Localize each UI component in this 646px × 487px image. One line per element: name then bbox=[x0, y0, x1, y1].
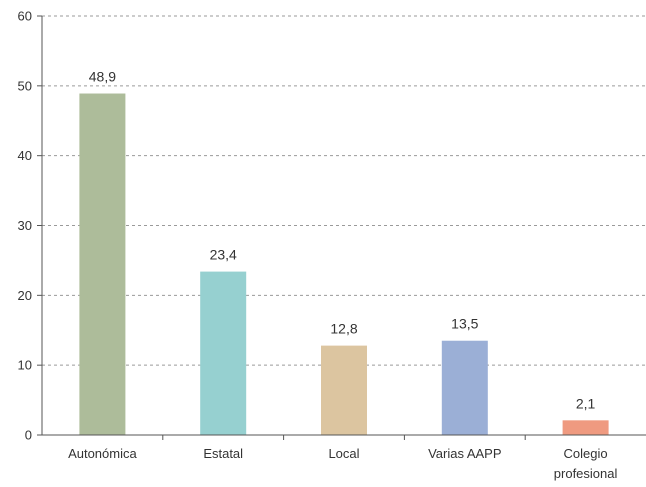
y-tick-label: 60 bbox=[18, 9, 32, 24]
category-label: Estatal bbox=[203, 446, 243, 461]
bar bbox=[441, 340, 488, 435]
value-label: 12,8 bbox=[330, 321, 357, 337]
bars bbox=[79, 93, 609, 435]
y-tick-label: 30 bbox=[18, 218, 32, 233]
bar bbox=[562, 420, 609, 435]
value-label: 2,1 bbox=[576, 395, 596, 411]
bar bbox=[321, 345, 367, 435]
gridlines bbox=[42, 15, 646, 366]
y-tick-label: 40 bbox=[18, 148, 32, 163]
value-label: 23,4 bbox=[210, 247, 237, 263]
category-label: Autonómica bbox=[68, 446, 137, 461]
y-tick-labels: 0 10 20 30 40 50 60 bbox=[18, 9, 32, 443]
y-tick-label: 0 bbox=[25, 428, 32, 443]
bar bbox=[200, 271, 247, 435]
value-label: 48,9 bbox=[89, 69, 116, 85]
bar bbox=[79, 93, 126, 435]
value-label: 13,5 bbox=[451, 316, 478, 332]
value-labels: 48,9 23,4 12,8 13,5 2,1 bbox=[89, 69, 596, 412]
axes bbox=[37, 15, 646, 440]
category-label: Local bbox=[328, 446, 359, 461]
y-tick-label: 20 bbox=[18, 288, 32, 303]
y-tick-label: 10 bbox=[18, 358, 32, 373]
x-category-labels: Autonómica Estatal Local Varias AAPP Colegio… bbox=[68, 446, 617, 481]
category-label: Colegio profesional bbox=[554, 446, 618, 481]
category-label: Varias AAPP bbox=[428, 446, 501, 461]
y-tick-label: 50 bbox=[18, 78, 32, 93]
